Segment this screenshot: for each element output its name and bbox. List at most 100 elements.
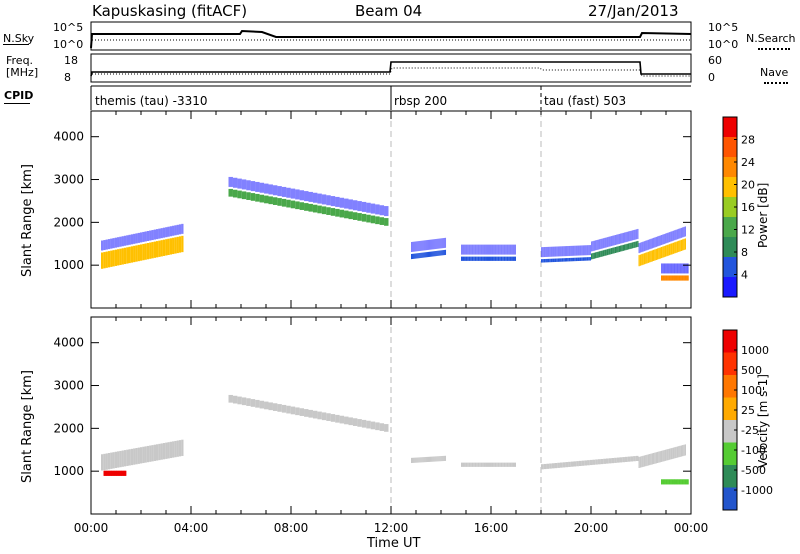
echo-fringe (663, 263, 665, 274)
echo-cell (598, 251, 601, 258)
echo-fringe (670, 263, 672, 274)
echo-cell (361, 213, 367, 222)
cpid-legend-line (4, 103, 30, 104)
echo-cell (506, 462, 509, 467)
echo-fringe (379, 205, 385, 216)
echo-fringe (503, 244, 506, 255)
echo-fringe (440, 238, 442, 249)
nave-label: Nave (760, 66, 789, 79)
echo-cell (618, 245, 621, 252)
echo-fringe (680, 263, 682, 274)
colorbar-swatch (723, 277, 737, 297)
echo-fringe (608, 236, 610, 247)
echo-cell (421, 457, 423, 463)
colorbar-tick-label: -100 (741, 444, 766, 457)
echo-cell (415, 457, 417, 463)
echo-fringe (623, 232, 626, 243)
echo-cell (433, 456, 435, 462)
echo-cell (682, 445, 684, 457)
echo-cell (379, 217, 385, 225)
nave-trace (92, 67, 690, 77)
echo-cell (299, 408, 305, 416)
echo-cell (149, 445, 152, 462)
y-tick-label: 4000 (53, 336, 84, 350)
echo-fringe (585, 245, 587, 256)
echo-fringe (295, 189, 300, 200)
echo-cell (678, 479, 680, 485)
echo-cell (650, 250, 652, 262)
echo-cell (645, 455, 647, 467)
echo-cell (669, 275, 671, 281)
echo-cell (228, 394, 233, 403)
echo-cell (435, 456, 437, 462)
x-tick-label: 00:00 (74, 521, 109, 535)
echo-fringe (681, 263, 683, 274)
echo-cell (497, 462, 500, 467)
echo-fringe (622, 232, 624, 243)
echo-fringe (675, 263, 677, 274)
echo-cell (135, 245, 138, 262)
echo-cell (438, 250, 440, 256)
echo-cell (651, 453, 654, 465)
echo-cell (639, 254, 642, 266)
echo-cell (232, 395, 238, 404)
echo-cell (416, 253, 418, 259)
echo-fringe (128, 234, 131, 245)
echo-cell (156, 241, 159, 258)
echo-fringe (511, 244, 513, 255)
echo-fringe (635, 229, 638, 240)
echo-cell (167, 238, 170, 255)
echo-fringe (370, 203, 376, 214)
echo-fringe (144, 231, 147, 242)
echo-fringe (255, 181, 260, 192)
echo-cell (414, 457, 416, 463)
echo-fringe (427, 239, 429, 250)
echo-cell (250, 193, 256, 201)
echo-cell (246, 192, 251, 200)
freq-tick-bottom: 8 (64, 71, 71, 84)
echo-cell (502, 256, 504, 261)
echo-cell (103, 252, 106, 269)
velocity-heatmap (101, 317, 689, 514)
echo-fringe (101, 240, 104, 251)
echo-fringe (149, 230, 152, 241)
echo-cell (659, 247, 661, 259)
echo-cell (339, 415, 345, 424)
echo-fringe (596, 240, 598, 251)
echo-cell (605, 249, 607, 256)
echo-cell (543, 259, 546, 263)
echo-fringe (477, 244, 480, 255)
echo-cell (624, 456, 628, 462)
echo-cell (670, 448, 672, 460)
echo-cell (106, 470, 107, 476)
echo-cell (165, 239, 168, 256)
nsearch-tick-top: 10^5 (708, 21, 739, 34)
echo-fringe (584, 245, 586, 256)
echo-cell (678, 446, 680, 458)
echo-fringe (181, 223, 184, 234)
echo-fringe (605, 237, 607, 248)
echo-cell (464, 462, 466, 467)
echo-cell (468, 462, 471, 467)
echo-fringe (593, 240, 595, 251)
echo-fringe (375, 204, 380, 215)
echo-fringe (426, 240, 428, 251)
echo-cell (649, 454, 651, 466)
echo-cell (616, 246, 618, 253)
echo-cell (110, 470, 112, 476)
echo-fringe (232, 177, 238, 188)
echo-cell (352, 418, 358, 426)
freq-trace (90, 61, 691, 77)
echo-fringe (661, 263, 663, 274)
echo-cell (304, 409, 309, 417)
echo-fringe (554, 246, 557, 257)
echo-cell (645, 252, 647, 264)
echo-fringe (679, 263, 681, 274)
echo-fringe (485, 244, 487, 255)
echo-cell (470, 462, 472, 467)
echo-fringe (421, 240, 423, 251)
echo-cell (668, 479, 670, 485)
echo-cell (474, 462, 477, 467)
echo-fringe (432, 239, 434, 250)
echo-cell (436, 250, 438, 257)
